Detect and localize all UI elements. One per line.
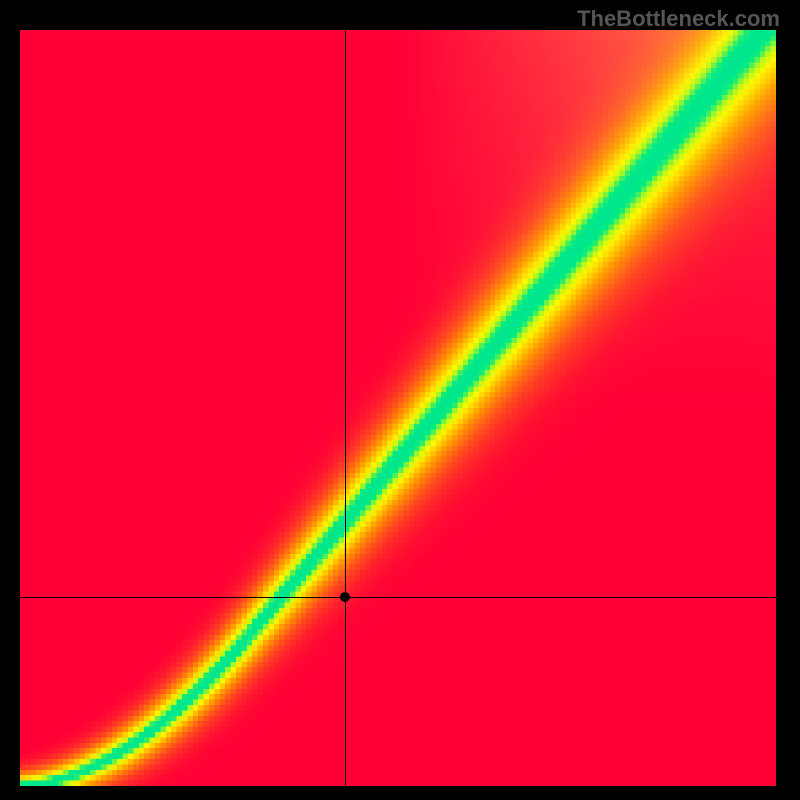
chart-container: { "meta": { "source_watermark": "TheBott… — [0, 0, 800, 800]
bottleneck-heatmap — [20, 30, 776, 786]
crosshair-vertical-line — [345, 30, 346, 786]
crosshair-horizontal-line — [20, 597, 776, 598]
watermark-text: TheBottleneck.com — [577, 6, 780, 32]
